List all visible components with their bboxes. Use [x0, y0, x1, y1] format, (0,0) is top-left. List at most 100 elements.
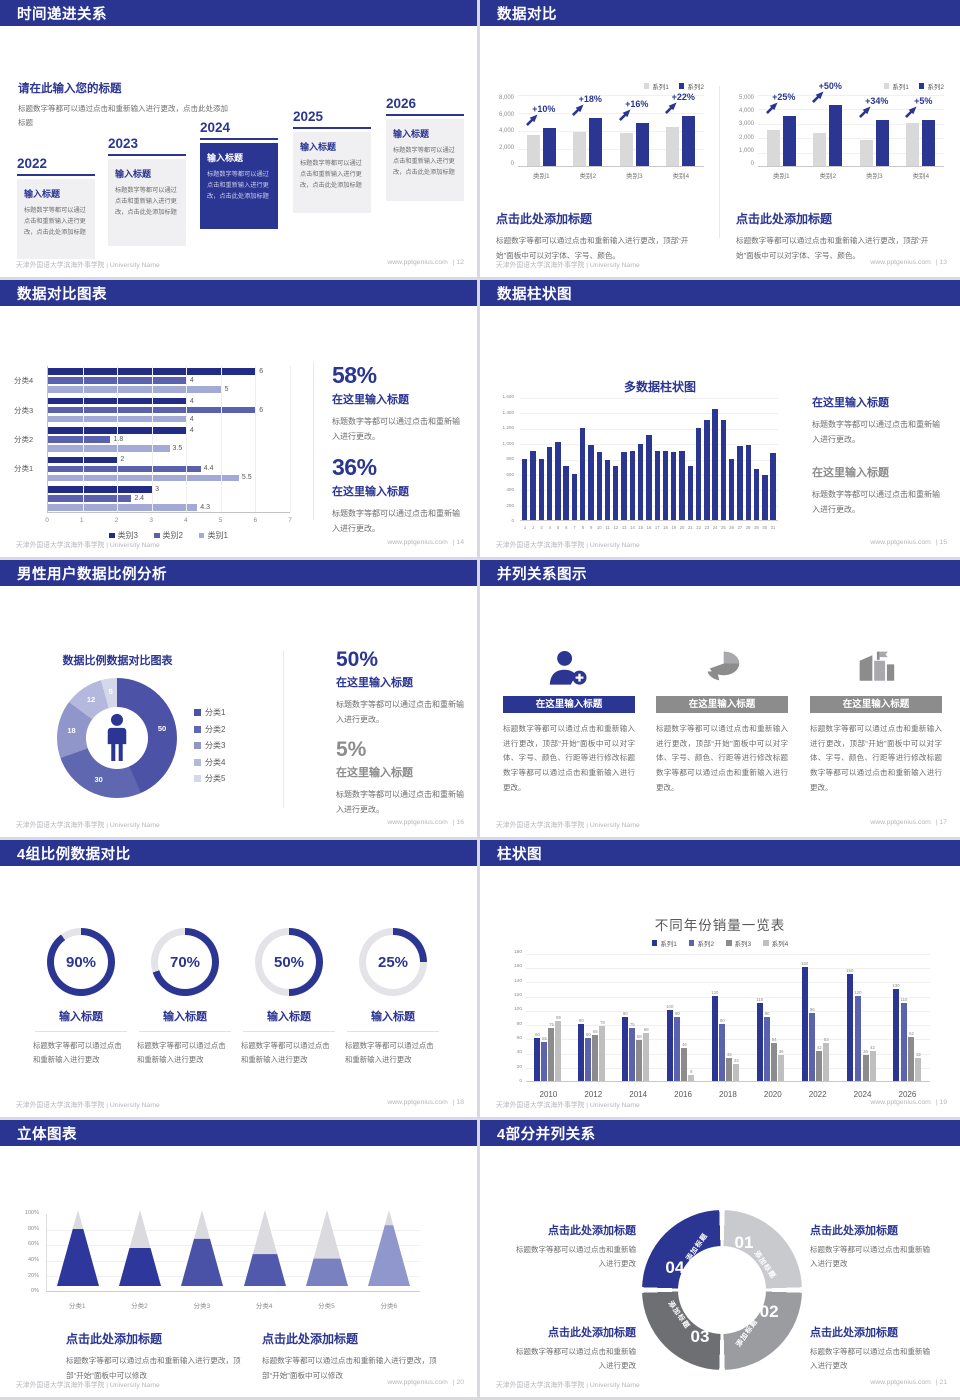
value-label: 150: [846, 968, 854, 974]
stat-title: 在这里输入标题: [812, 467, 889, 479]
bar: [756, 1002, 763, 1081]
bar: [621, 451, 627, 520]
timeline-year: 2022: [17, 156, 48, 171]
bar-group: +34%: [858, 96, 889, 166]
page-title: 时间递进关系: [17, 6, 107, 23]
bar: [753, 469, 760, 520]
text-block: 点击此处添加标题 标题数字等都可以通过点击和重新输入进行更改: [510, 1222, 636, 1272]
value-label: 4.3: [200, 503, 210, 511]
timeline-card-body: 标题数字等都可以通过点击和重新输入进行更改，点击此处添加标题: [393, 147, 455, 177]
bar-group: 100 90 46 8: [666, 1004, 695, 1081]
slide-16-male-ratio-analysis[interactable]: 男性用户数据比例分析 数据比例数据对比图表 50 30 18 12 5 分类1 分类2 分类3 分…: [0, 560, 480, 840]
ring-percent: 70%: [169, 953, 201, 971]
slide-15-column-chart[interactable]: 数据柱状图 多数据柱状图 1,600 1,400 1,200 1,000 800 600 40…: [480, 280, 960, 560]
timeline-underline: [108, 154, 186, 156]
x-tick-label: 2012: [584, 1090, 603, 1099]
legend-item: 分类4: [194, 757, 225, 768]
footer-url: www.pptgenius.com: [387, 259, 448, 266]
slide-21-four-part-relation[interactable]: 4部分并列关系 01 添加标题 02 添加标题 03 添加标题 04 添加标题 点击此处添加标题…: [480, 1120, 960, 1400]
bar: [592, 1034, 599, 1081]
legend-label: 系列1: [892, 84, 909, 91]
value-label: 32: [727, 1052, 732, 1058]
growth-value: +18%: [578, 94, 602, 105]
bar: [737, 446, 743, 520]
gridline: [520, 413, 778, 415]
stat-title: 在这里输入标题: [332, 486, 409, 498]
value-label: 54: [771, 1036, 777, 1042]
bar: [712, 408, 718, 520]
stat-block: 在这里输入标题标题数字等都可以通过点击和重新输入进行更改。: [812, 462, 946, 517]
value-label: 5.5: [241, 474, 252, 482]
bar: [585, 1038, 592, 1081]
x-tick-label: 17: [654, 525, 660, 530]
timeline-card-body: 标题数字等都可以通过点击和重新输入进行更改，点击此处添加标题: [24, 207, 86, 237]
slide-12-timeline[interactable]: 时间递进关系 请在此输入您的标题 标题数字等都可以通过点击和重新输入进行更改，点击…: [0, 0, 480, 280]
y-tick-label: 80: [516, 1021, 522, 1027]
stat-block: 50% 在这里输入标题 标题数字等都可以通过点击和重新输入进行更改。: [336, 648, 470, 727]
column-body: 标题数字等都可以通过点击和重新输入进行更改，顶部“开始”面板中可以对字体、字号、…: [503, 724, 635, 792]
slice-label: 18: [67, 726, 76, 736]
x-tick-label: 5: [218, 517, 223, 524]
plot-area: [520, 398, 778, 521]
column-chart: 系列1 系列2 5,000 4,000 3,000 2,000 1,000 0 +25% +50%…: [732, 81, 944, 180]
bar: [695, 427, 702, 520]
legend-item: 系列3: [726, 938, 751, 948]
slide-header: 时间递进关系: [0, 0, 477, 26]
timeline-year: 2026: [386, 96, 417, 111]
slide-20-3d-cone-chart[interactable]: 立体图表 100% 80% 60% 40% 20% 0% 分类1 分类2 分类3 分类4 分类5 分类…: [0, 1120, 480, 1400]
slide-14-comparison-chart[interactable]: 数据对比图表 分类4 分类3 分类2 分类1 6 4 5 4 6 4 4 1.8 3.5 2 4.4 5.5 3…: [0, 280, 480, 560]
bar: [846, 974, 853, 1081]
slide-body: 不同年份销量一览表 系列1 系列2 系列3 系列4 180 160 140 120 100 80 60…: [480, 866, 960, 1117]
slide-18-ratio-rings[interactable]: 4组比例数据对比 90% 输入标题 标题数字等都可以通过点击和重新输入进行更改 70%…: [0, 840, 480, 1120]
bar-group: 3 2.4 4.3: [48, 484, 290, 513]
plot-area: 6 4 5 4 6 4 4 1.8 3.5 2 4.4 5.5 3 2.4 4.3: [47, 366, 291, 513]
gridline: [518, 149, 704, 150]
timeline-item: 2025 输入标题 标题数字等都可以通过点击和重新输入进行更改，点击此处添加标题: [293, 109, 371, 213]
x-tick-label: 21: [687, 525, 693, 530]
bar: [862, 1055, 869, 1081]
bar: [875, 119, 889, 166]
gridline: [526, 968, 930, 970]
value-label: 68: [643, 1026, 649, 1032]
column-chart: 系列1 系列2 8,000 6,000 4,000 2,000 0 +10% +18% +16% +…: [492, 82, 704, 180]
stat-title: 在这里输入标题: [332, 394, 409, 406]
y-tick-label: 80%: [27, 1225, 39, 1232]
block-title: 点击此处添加标题: [548, 1327, 636, 1339]
male-person-icon: [57, 678, 177, 798]
category-label: 类别2: [819, 173, 837, 180]
y-tick-label: 160: [513, 964, 522, 970]
value-label: 36: [863, 1049, 868, 1055]
y-axis: 8,000 6,000 4,000 2,000 0: [492, 95, 518, 167]
timeline-intro: 请在此输入您的标题 标题数字等都可以通过点击和重新输入进行更改，点击此处添加标题: [18, 80, 233, 131]
segment-number: 02: [759, 1301, 779, 1321]
bar: [809, 1012, 816, 1081]
bar-group: 110 90 54 36: [756, 997, 785, 1081]
category-label: 类别4: [672, 173, 690, 180]
bar: [637, 443, 644, 520]
slide-body: 01 添加标题 02 添加标题 03 添加标题 04 添加标题 点击此处添加标题 标题数字等都可以…: [480, 1146, 960, 1397]
bar-group: +50%: [812, 81, 843, 166]
slide-footer: 天津外国语大学滨海外事学院 | University Name www.pptg…: [496, 539, 947, 549]
x-tick-label: 3: [540, 525, 543, 530]
stat-title: 在这里输入标题: [336, 677, 413, 689]
bar: [829, 104, 843, 166]
slide-footer: 天津外国语大学滨海外事学院 | University Name www.pptg…: [16, 539, 464, 549]
bar: [48, 436, 111, 443]
ring-body: 标题数字等都可以通过点击和重新输入进行更改: [33, 1041, 122, 1065]
x-tick-label: 2: [114, 517, 119, 524]
gridline: [526, 996, 930, 998]
bar-group: +22%: [665, 92, 696, 166]
legend-swatch: [109, 532, 115, 539]
slide-13-data-comparison[interactable]: 数据对比 系列1 系列2 8,000 6,000 4,000 2,000 0 +10% +18%…: [480, 0, 960, 280]
stat-body: 标题数字等都可以通过点击和重新输入进行更改。: [812, 490, 940, 515]
slide-19-yearly-sales-chart[interactable]: 柱状图 不同年份销量一览表 系列1 系列2 系列3 系列4 180 160 140 120 100…: [480, 840, 960, 1120]
slide-17-parallel-relation[interactable]: 并列关系图示 在这里输入标题 标题数字等都可以通过点击和重新输入进行更改，顶部“开…: [480, 560, 960, 840]
category-label: 分类2: [131, 1303, 148, 1310]
slide-body: 系列1 系列2 8,000 6,000 4,000 2,000 0 +10% +18% +16% +…: [480, 26, 960, 277]
value-label: 36: [778, 1049, 784, 1055]
category-label: 分类4: [255, 1303, 273, 1310]
segment-number: 04: [665, 1258, 685, 1278]
y-tick-label: 20: [516, 1064, 522, 1070]
growth-annotation: +22%: [657, 92, 709, 114]
cone: [181, 1208, 224, 1291]
